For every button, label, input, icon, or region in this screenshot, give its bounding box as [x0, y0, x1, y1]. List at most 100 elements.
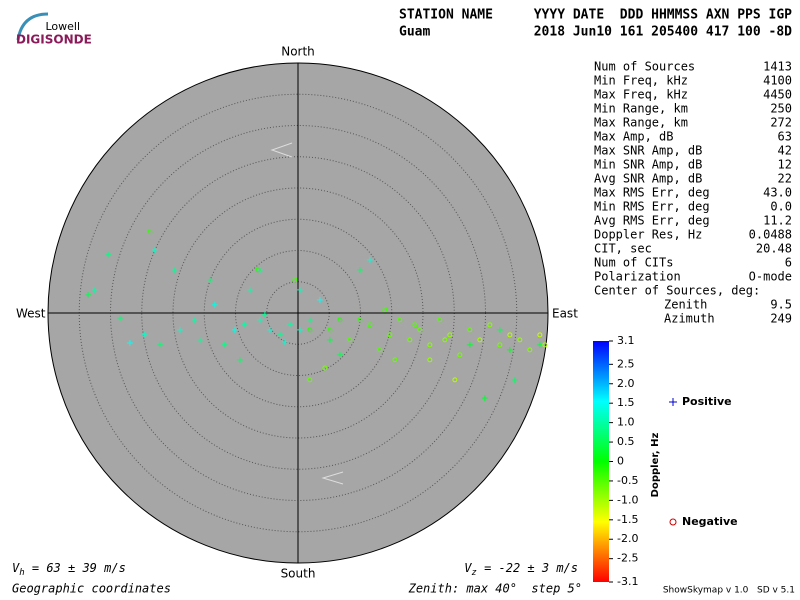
source-negative	[387, 332, 393, 338]
logo-swoosh	[16, 12, 49, 41]
logo-bottom: DIGISONDE	[16, 33, 92, 47]
legend-marker	[669, 398, 677, 406]
source-negative	[457, 352, 463, 358]
param-value: 0.0488	[749, 228, 792, 242]
source-negative	[147, 229, 153, 235]
param-label: Avg RMS Err, deg	[594, 214, 710, 228]
colorbar-tick-label: 3.1	[617, 334, 635, 347]
source-positive	[536, 341, 543, 348]
source-positive	[356, 266, 363, 273]
colorbar-label: Doppler, Hz	[650, 433, 661, 498]
source-positive	[296, 326, 303, 333]
source-positive	[466, 341, 473, 348]
colorbar-tick-label: 2.5	[617, 357, 635, 370]
param-label: CIT, sec	[594, 242, 652, 256]
source-negative	[507, 332, 513, 338]
param-label: Polarization	[594, 270, 681, 284]
coords-text: Geographic coordinates	[12, 582, 171, 596]
colorbar-tick-label: -0.5	[617, 474, 638, 487]
value: = -22 ± 3 m/s	[477, 561, 578, 575]
source-negative	[397, 317, 403, 323]
source-negative	[487, 322, 493, 328]
header-label: YYYY DATE DDD HHMMSS AXN PPS IGP	[534, 8, 792, 23]
param-label: Max Range, km	[594, 116, 688, 130]
arrow-mark	[321, 471, 344, 485]
param-value: 4450	[763, 88, 792, 102]
colorbar-tick-label: -3.1	[617, 575, 638, 588]
version-text: ShowSkymap v 1.0 SD v 5.1	[663, 586, 795, 596]
param-label: Min Freq, kHz	[594, 74, 688, 88]
colorbar-tick-label: 0.5	[617, 435, 635, 448]
center-label: Azimuth	[664, 312, 715, 326]
source-negative	[392, 357, 398, 363]
source-negative	[517, 337, 523, 343]
param-label: Max Amp, dB	[594, 130, 673, 144]
source-negative	[527, 347, 533, 353]
subscript: h	[19, 568, 24, 578]
param-value: 12	[778, 158, 792, 172]
source-positive	[366, 256, 373, 263]
source-negative	[467, 327, 473, 333]
arrow-mark	[270, 142, 293, 158]
source-positive	[261, 311, 268, 318]
param-label: Max Freq, kHz	[594, 88, 688, 102]
vz-text: Vz = -22 ± 3 m/s	[464, 561, 578, 578]
station-name: Guam	[399, 25, 430, 40]
param-label: Avg SNR Amp, dB	[594, 172, 702, 186]
zenith-text: Zenith: max 40° step 5°	[408, 582, 582, 596]
source-positive	[156, 341, 163, 348]
colorbar-tick-label: -1.0	[617, 493, 638, 506]
colorbar-tick-label: 0	[617, 455, 624, 468]
source-negative	[437, 317, 443, 323]
logo-top: Lowell	[45, 20, 80, 33]
source-positive	[496, 326, 503, 333]
direction-label: East	[552, 307, 578, 321]
source-negative	[407, 337, 413, 343]
source-negative	[427, 342, 433, 348]
source-positive	[326, 336, 333, 343]
source-positive	[316, 296, 323, 303]
param-value: 272	[770, 116, 792, 130]
param-value: 0.0	[770, 200, 792, 214]
colorbar-tick-label: -2.0	[617, 532, 638, 545]
source-positive	[221, 341, 228, 348]
source-negative	[447, 332, 453, 338]
source-positive	[506, 346, 513, 353]
source-negative	[452, 377, 458, 383]
value: = 63 ± 39 m/s	[25, 561, 126, 575]
param-value: 4100	[763, 74, 792, 88]
colorbar-tick-label: -1.5	[617, 513, 638, 526]
source-negative	[412, 322, 418, 328]
source-negative	[367, 322, 373, 328]
center-value: 9.5	[770, 298, 792, 312]
legend-entry: Positive	[682, 395, 732, 408]
source-positive	[141, 331, 148, 338]
source-positive	[105, 251, 111, 258]
source-positive	[336, 351, 343, 358]
source-negative	[327, 327, 333, 333]
source-positive	[116, 315, 123, 321]
param-label: Num of CITs	[594, 256, 673, 270]
colorbar-tick-label: -2.5	[617, 552, 638, 565]
param-value: 11.2	[763, 214, 792, 228]
source-positive	[246, 286, 253, 293]
param-value: 43.0	[763, 186, 792, 200]
colorbar-tick-label: 1.0	[617, 416, 635, 429]
colorbar	[593, 341, 609, 582]
symbol: V	[464, 561, 472, 575]
source-positive	[306, 316, 313, 323]
source-positive	[276, 331, 283, 338]
source-positive	[481, 395, 488, 401]
legend-marker	[669, 518, 677, 526]
source-negative	[307, 377, 313, 383]
source-negative	[442, 337, 448, 343]
direction-label: North	[281, 45, 315, 59]
source-negative	[497, 342, 503, 348]
symbol: V	[12, 561, 20, 575]
direction-label: South	[281, 567, 316, 581]
param-value: 6	[785, 256, 792, 270]
source-negative	[347, 337, 353, 343]
source-positive	[211, 301, 218, 308]
source-positive	[176, 326, 183, 333]
